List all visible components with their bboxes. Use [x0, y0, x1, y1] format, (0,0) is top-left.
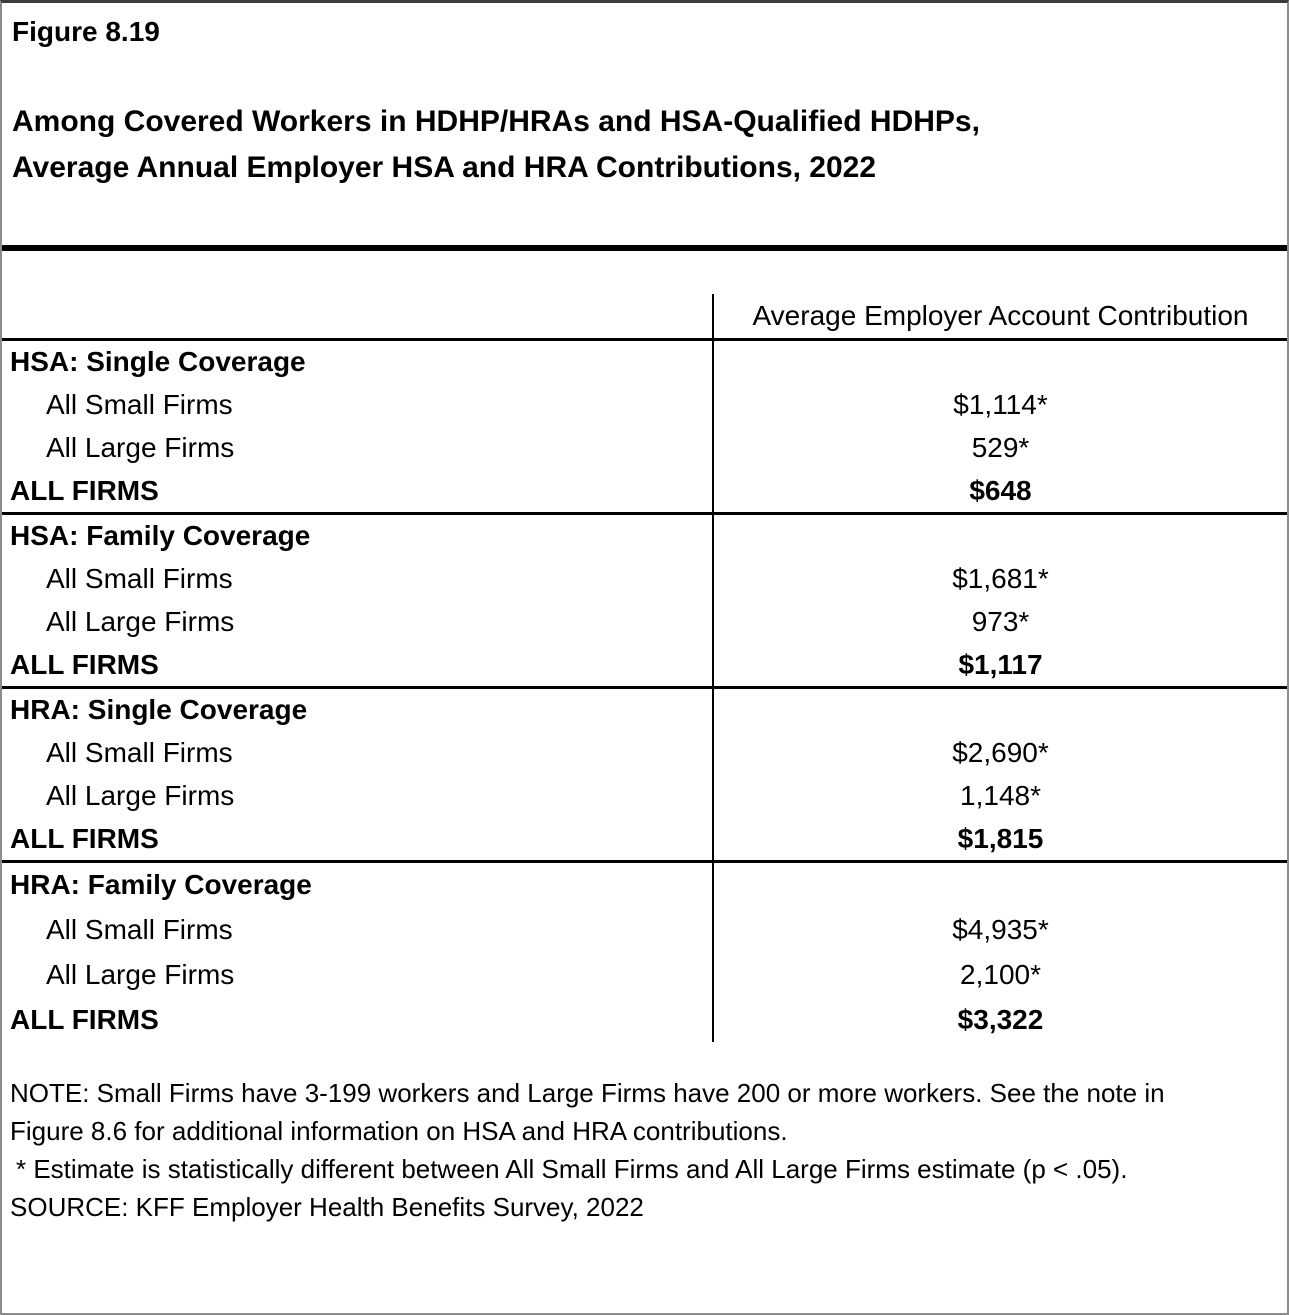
table-row-total: ALL FIRMS $1,815 [2, 817, 1287, 860]
table-row: All Large Firms 973* [2, 600, 1287, 644]
table-row: All Large Firms 529* [2, 426, 1287, 470]
header-empty-cell [2, 294, 712, 338]
group-header-row: HSA: Family Coverage [2, 515, 1287, 558]
group-header-label: HSA: Family Coverage [10, 520, 311, 552]
row-value: $648 [712, 469, 1287, 512]
row-label: ALL FIRMS [10, 474, 159, 506]
column-header: Average Employer Account Contribution [712, 294, 1287, 338]
table-row: All Small Firms $1,681* [2, 557, 1287, 601]
group-header-label: HSA: Single Coverage [10, 346, 306, 378]
table-row: All Large Firms 2,100* [2, 952, 1287, 998]
table-row: All Small Firms $1,114* [2, 383, 1287, 427]
row-label: All Small Firms [46, 389, 233, 421]
table-row-total: ALL FIRMS $648 [2, 469, 1287, 512]
row-value: $2,690* [712, 731, 1287, 775]
row-label: ALL FIRMS [10, 822, 159, 854]
title-divider-rule [2, 245, 1287, 251]
table-row: All Large Firms 1,148* [2, 774, 1287, 818]
figure-title-line-1: Among Covered Workers in HDHP/HRAs and H… [12, 105, 980, 138]
row-value: $1,114* [712, 383, 1287, 427]
note-text-line-1: NOTE: Small Firms have 3-199 workers and… [10, 1078, 1165, 1108]
table-header-row: Average Employer Account Contribution [2, 294, 1287, 341]
row-value: $4,935* [712, 907, 1287, 953]
row-label: All Small Firms [46, 737, 233, 769]
note-text-line-2: Figure 8.6 for additional information on… [10, 1116, 788, 1146]
row-value: 973* [712, 600, 1287, 644]
note-text: NOTE: Small Firms have 3-199 workers and… [10, 1074, 1277, 1150]
group-header-row: HRA: Family Coverage [2, 863, 1287, 908]
figure-title-line-2: Average Annual Employer HSA and HRA Cont… [12, 151, 877, 184]
row-label: All Small Firms [46, 563, 233, 595]
row-label: All Large Firms [46, 958, 235, 990]
group-header-value-cell [712, 341, 1287, 384]
group-header-value-cell [712, 689, 1287, 732]
row-value: $3,322 [712, 997, 1287, 1042]
figure-title: Among Covered Workers in HDHP/HRAs and H… [12, 99, 1275, 191]
row-label: All Large Firms [46, 779, 235, 811]
row-label: All Large Firms [46, 431, 235, 463]
group-header-value-cell [712, 515, 1287, 558]
figure-number: Figure 8.19 [12, 16, 160, 47]
row-value: $1,681* [712, 557, 1287, 601]
group-header-label: HRA: Single Coverage [10, 694, 308, 726]
title-block: Figure 8.19 Among Covered Workers in HDH… [2, 3, 1287, 245]
header-spacer [2, 251, 1287, 294]
table-group-hsa-family: HSA: Family Coverage All Small Firms $1,… [2, 515, 1287, 689]
group-header-row: HRA: Single Coverage [2, 689, 1287, 732]
table-row: All Small Firms $2,690* [2, 731, 1287, 775]
row-value: 529* [712, 426, 1287, 470]
row-label: All Small Firms [46, 914, 233, 946]
group-header-row: HSA: Single Coverage [2, 341, 1287, 384]
row-label: All Large Firms [46, 605, 235, 637]
row-value: $1,117 [712, 643, 1287, 686]
row-value: 2,100* [712, 952, 1287, 998]
table-row-total: ALL FIRMS $3,322 [2, 997, 1287, 1042]
row-label: ALL FIRMS [10, 648, 159, 680]
table-row: All Small Firms $4,935* [2, 907, 1287, 953]
group-header-label: HRA: Family Coverage [10, 869, 312, 901]
table-row-total: ALL FIRMS $1,117 [2, 643, 1287, 686]
contributions-table: Average Employer Account Contribution HS… [2, 251, 1287, 1042]
table-group-hra-single: HRA: Single Coverage All Small Firms $2,… [2, 689, 1287, 863]
table-group-hra-family: HRA: Family Coverage All Small Firms $4,… [2, 863, 1287, 1042]
group-header-value-cell [712, 863, 1287, 908]
notes-block: NOTE: Small Firms have 3-199 workers and… [2, 1042, 1287, 1226]
table-group-hsa-single: HSA: Single Coverage All Small Firms $1,… [2, 341, 1287, 515]
row-value: $1,815 [712, 817, 1287, 860]
source-text: SOURCE: KFF Employer Health Benefits Sur… [10, 1192, 644, 1222]
asterisk-note: * Estimate is statistically different be… [16, 1154, 1128, 1184]
row-label: ALL FIRMS [10, 1003, 159, 1035]
row-value: 1,148* [712, 774, 1287, 818]
